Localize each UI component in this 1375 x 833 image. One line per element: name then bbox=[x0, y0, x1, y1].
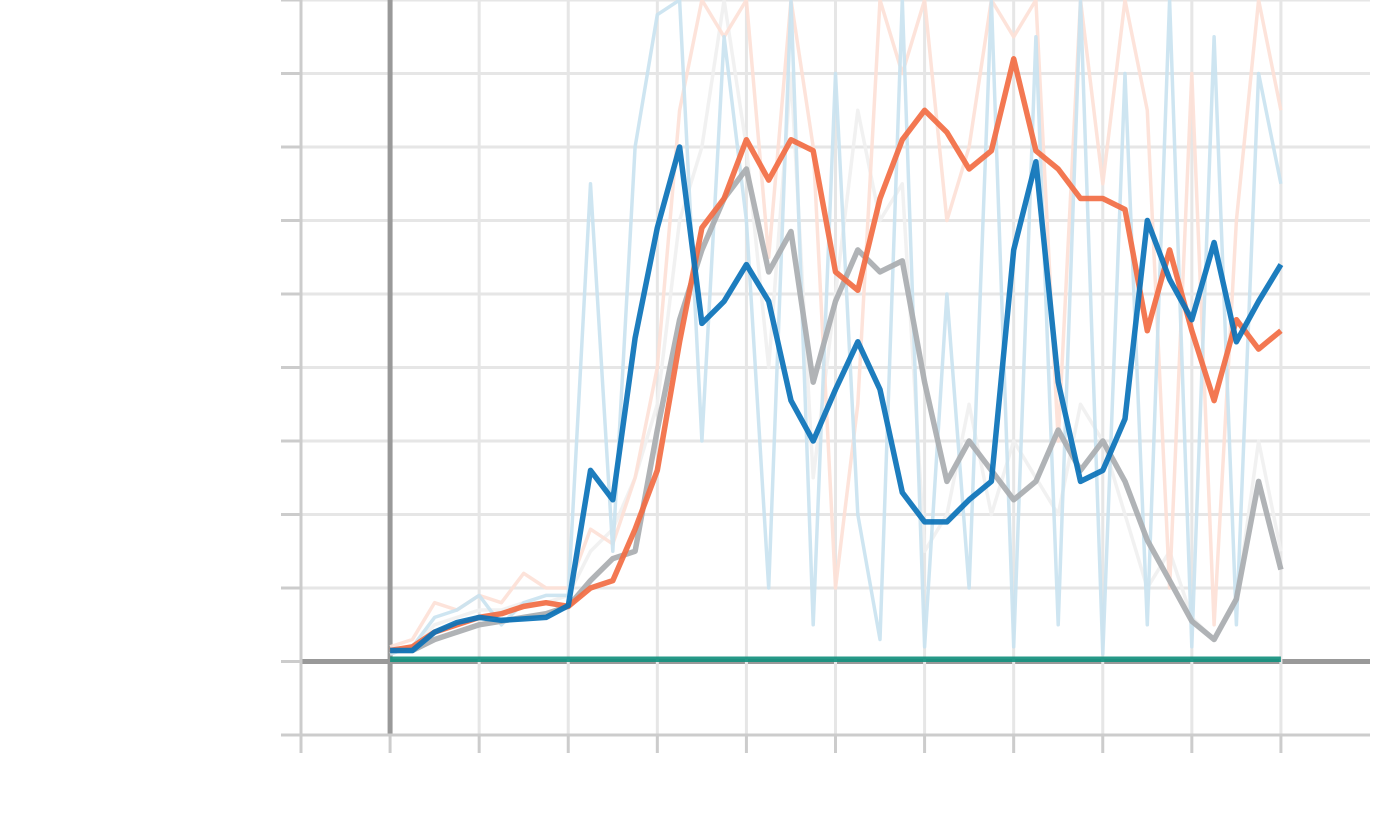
plot-area bbox=[389, 0, 1284, 663]
raw-line bbox=[389, 0, 1283, 649]
smoothed-line bbox=[390, 166, 1284, 654]
smoothed-line bbox=[390, 144, 1284, 654]
smoothed-line bbox=[389, 56, 1283, 654]
